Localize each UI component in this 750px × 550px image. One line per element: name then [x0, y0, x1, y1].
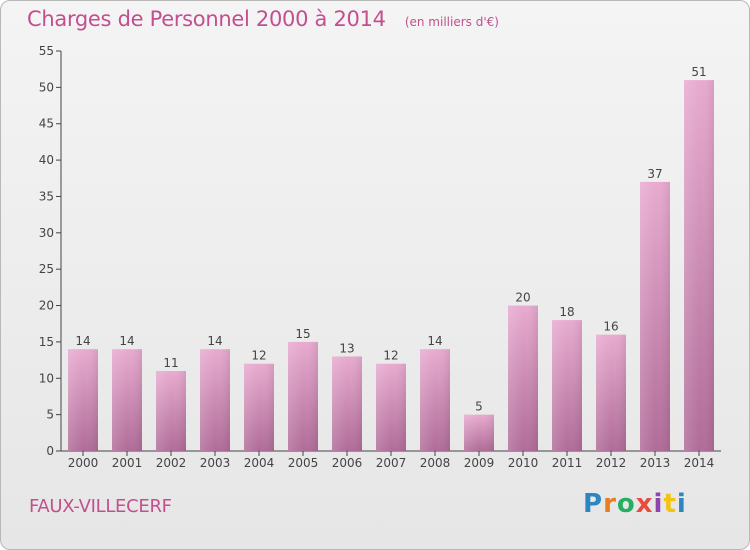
y-tick-label: 30 [39, 226, 54, 240]
data-label-2013: 37 [647, 167, 662, 181]
data-label-2011: 18 [559, 305, 574, 319]
bar-shine-2012 [596, 334, 626, 451]
x-tick-label: 2007 [376, 456, 407, 470]
y-tick-label: 0 [46, 444, 54, 458]
y-tick-label: 50 [39, 80, 54, 94]
data-label-2005: 15 [295, 327, 310, 341]
x-tick-label: 2001 [112, 456, 143, 470]
logo-letter: i [653, 489, 664, 519]
bar-shine-2003 [200, 349, 230, 451]
data-label-2007: 12 [383, 349, 398, 363]
x-tick-label: 2009 [464, 456, 495, 470]
bar-shine-2009 [464, 414, 494, 451]
bar-shine-2002 [156, 371, 186, 451]
bar-shine-2014 [684, 80, 714, 451]
chart-unit: (en milliers d'€) [404, 15, 499, 29]
x-tick-label: 2010 [508, 456, 539, 470]
x-tick-label: 2005 [288, 456, 319, 470]
bar-shine-2001 [112, 349, 142, 451]
proxiti-logo[interactable]: Proxiti [583, 489, 687, 519]
data-label-2002: 11 [163, 356, 178, 370]
y-tick-label: 20 [39, 299, 54, 313]
bar-shine-2011 [552, 320, 582, 451]
logo-letter: r [603, 489, 617, 519]
x-tick-label: 2012 [596, 456, 627, 470]
bars-group [68, 80, 714, 451]
bar-shine-2008 [420, 349, 450, 451]
data-label-2003: 14 [207, 334, 222, 348]
chart-title: Charges de Personnel 2000 à 2014 [27, 7, 386, 31]
bar-shine-2006 [332, 356, 362, 451]
axes: 0 5 10 15 20 25 30 35 40 45 50 55 2000 2001 2002 2003 20… [39, 44, 721, 470]
commune-name: FAUX-VILLECERF [29, 496, 172, 517]
data-label-2014: 51 [691, 65, 706, 79]
x-tick-label: 2008 [420, 456, 451, 470]
x-tick-label: 2003 [200, 456, 231, 470]
data-label-2010: 20 [515, 291, 530, 305]
x-tick-label: 2004 [244, 456, 275, 470]
data-label-2008: 14 [427, 334, 442, 348]
y-tick-label: 15 [39, 335, 54, 349]
bar-shine-2007 [376, 363, 406, 451]
bar-shine-2010 [508, 305, 538, 451]
data-label-2000: 14 [75, 334, 90, 348]
logo-letter: P [583, 489, 604, 519]
x-tick-label: 2002 [156, 456, 187, 470]
data-label-2009: 5 [475, 400, 483, 414]
y-tick-label: 10 [39, 371, 54, 385]
x-tick-label: 2014 [684, 456, 715, 470]
bar-shine-2000 [68, 349, 98, 451]
y-tick-label: 25 [39, 262, 54, 276]
x-tick-label: 2013 [640, 456, 671, 470]
logo-letter: t [663, 489, 677, 519]
x-tick-label: 2011 [552, 456, 583, 470]
data-labels-group: 14 14 11 14 12 15 13 12 14 5 20 18 16 37 51 [75, 65, 706, 414]
bar-shine-2004 [244, 363, 274, 451]
bar-shine-2013 [640, 181, 670, 451]
y-tick-label: 5 [46, 408, 54, 422]
x-tick-label: 2000 [68, 456, 99, 470]
title-row: Charges de Personnel 2000 à 2014 (en mil… [27, 7, 499, 31]
logo-letter: x [635, 489, 654, 519]
data-label-2004: 12 [251, 349, 266, 363]
data-label-2001: 14 [119, 334, 134, 348]
data-label-2006: 13 [339, 341, 354, 355]
x-tick-label: 2006 [332, 456, 363, 470]
y-tick-label: 55 [39, 44, 54, 58]
logo-letter: o [616, 489, 636, 519]
logo-letter: i [676, 489, 687, 519]
bar-shine-2005 [288, 341, 318, 451]
y-tick-label: 45 [39, 117, 54, 131]
y-tick-label: 35 [39, 189, 54, 203]
data-label-2012: 16 [603, 320, 618, 334]
y-tick-label: 40 [39, 153, 54, 167]
